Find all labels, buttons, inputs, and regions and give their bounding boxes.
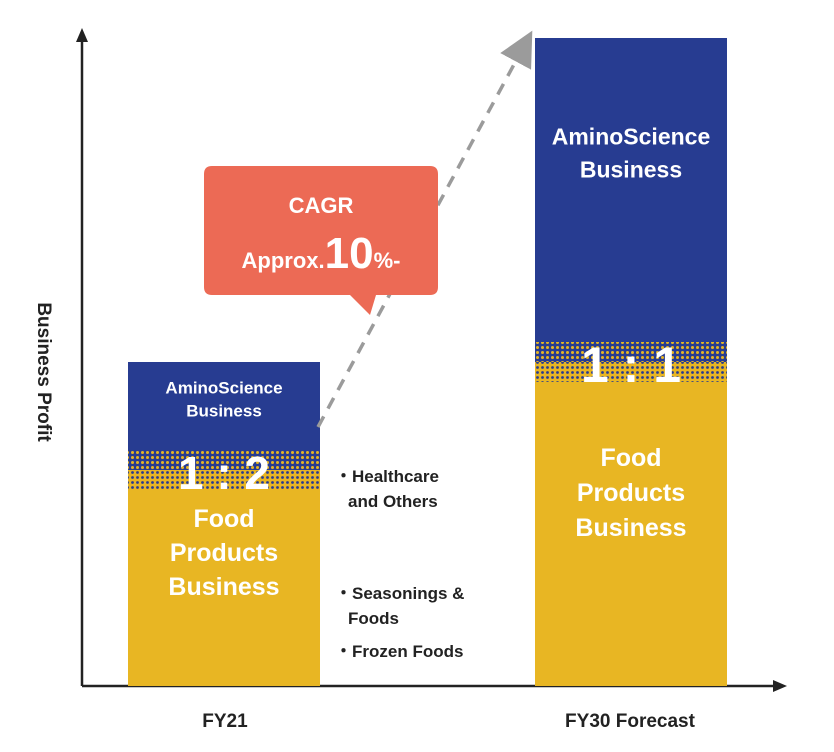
note-frozen: ・Frozen Foods	[335, 642, 463, 661]
note-seasonings-line2: Foods	[348, 609, 399, 628]
note-seasonings-line1: ・Seasonings &	[335, 584, 464, 603]
labels-group: AminoScience Business 1 : 2 Food Products Bus…	[165, 124, 710, 732]
label-amino-0: AminoScience Business	[165, 378, 282, 420]
bar-blend-lower-0	[128, 470, 320, 490]
y-axis-label: Business Profit	[33, 302, 54, 442]
label-food-1: Food Products Business	[575, 444, 686, 542]
label-amino-0-line: AminoScience	[165, 378, 282, 397]
label-food-0: Food Products Business	[168, 505, 279, 601]
note-seasonings: ・Seasonings & Foods	[335, 584, 464, 628]
bar-amino-1	[535, 38, 727, 362]
bar-food-1	[535, 362, 727, 686]
bar-blend-upper-0	[128, 450, 320, 470]
note-healthcare-line1: ・Healthcare	[335, 467, 439, 486]
label-amino-1-line: Business	[580, 157, 682, 183]
x-axis-arrow	[773, 680, 787, 692]
cagr-prefix: Approx.	[242, 248, 325, 273]
y-axis-arrow	[76, 28, 88, 42]
label-amino-1-line: AminoScience	[552, 124, 711, 150]
bars-group	[128, 38, 727, 686]
label-food-0-line: Food	[193, 505, 254, 533]
cagr-callout: CAGR Approx.10%-	[204, 166, 438, 315]
ratio-label-0: 1 : 2	[178, 447, 270, 499]
bar-blend-lower-1	[535, 362, 727, 382]
ratio-label-1: 1 : 1	[581, 337, 681, 393]
cagr-suffix: %-	[374, 248, 401, 273]
bar-food-0	[128, 470, 320, 686]
label-food-0-line: Products	[170, 539, 278, 567]
x-tick-label-1: FY30 Forecast	[565, 711, 696, 732]
label-food-0-line: Business	[168, 573, 279, 601]
x-tick-label-0: FY21	[202, 711, 248, 732]
note-healthcare-line2: and Others	[348, 492, 438, 511]
label-food-1-line: Products	[577, 479, 685, 507]
label-amino-0-line: Business	[186, 401, 262, 420]
label-amino-1: AminoScience Business	[552, 124, 711, 183]
segment-notes: ・Healthcare and Others ・Seasonings & Foods…	[335, 467, 464, 661]
bar-blend-upper-1	[535, 342, 727, 362]
cagr-value-line: Approx.10%-	[242, 229, 401, 278]
note-healthcare: ・Healthcare and Others	[335, 467, 439, 511]
cagr-number: 10	[325, 229, 374, 278]
label-food-1-line: Business	[575, 514, 686, 542]
cagr-title: CAGR	[289, 193, 354, 218]
label-food-1-line: Food	[600, 444, 661, 472]
